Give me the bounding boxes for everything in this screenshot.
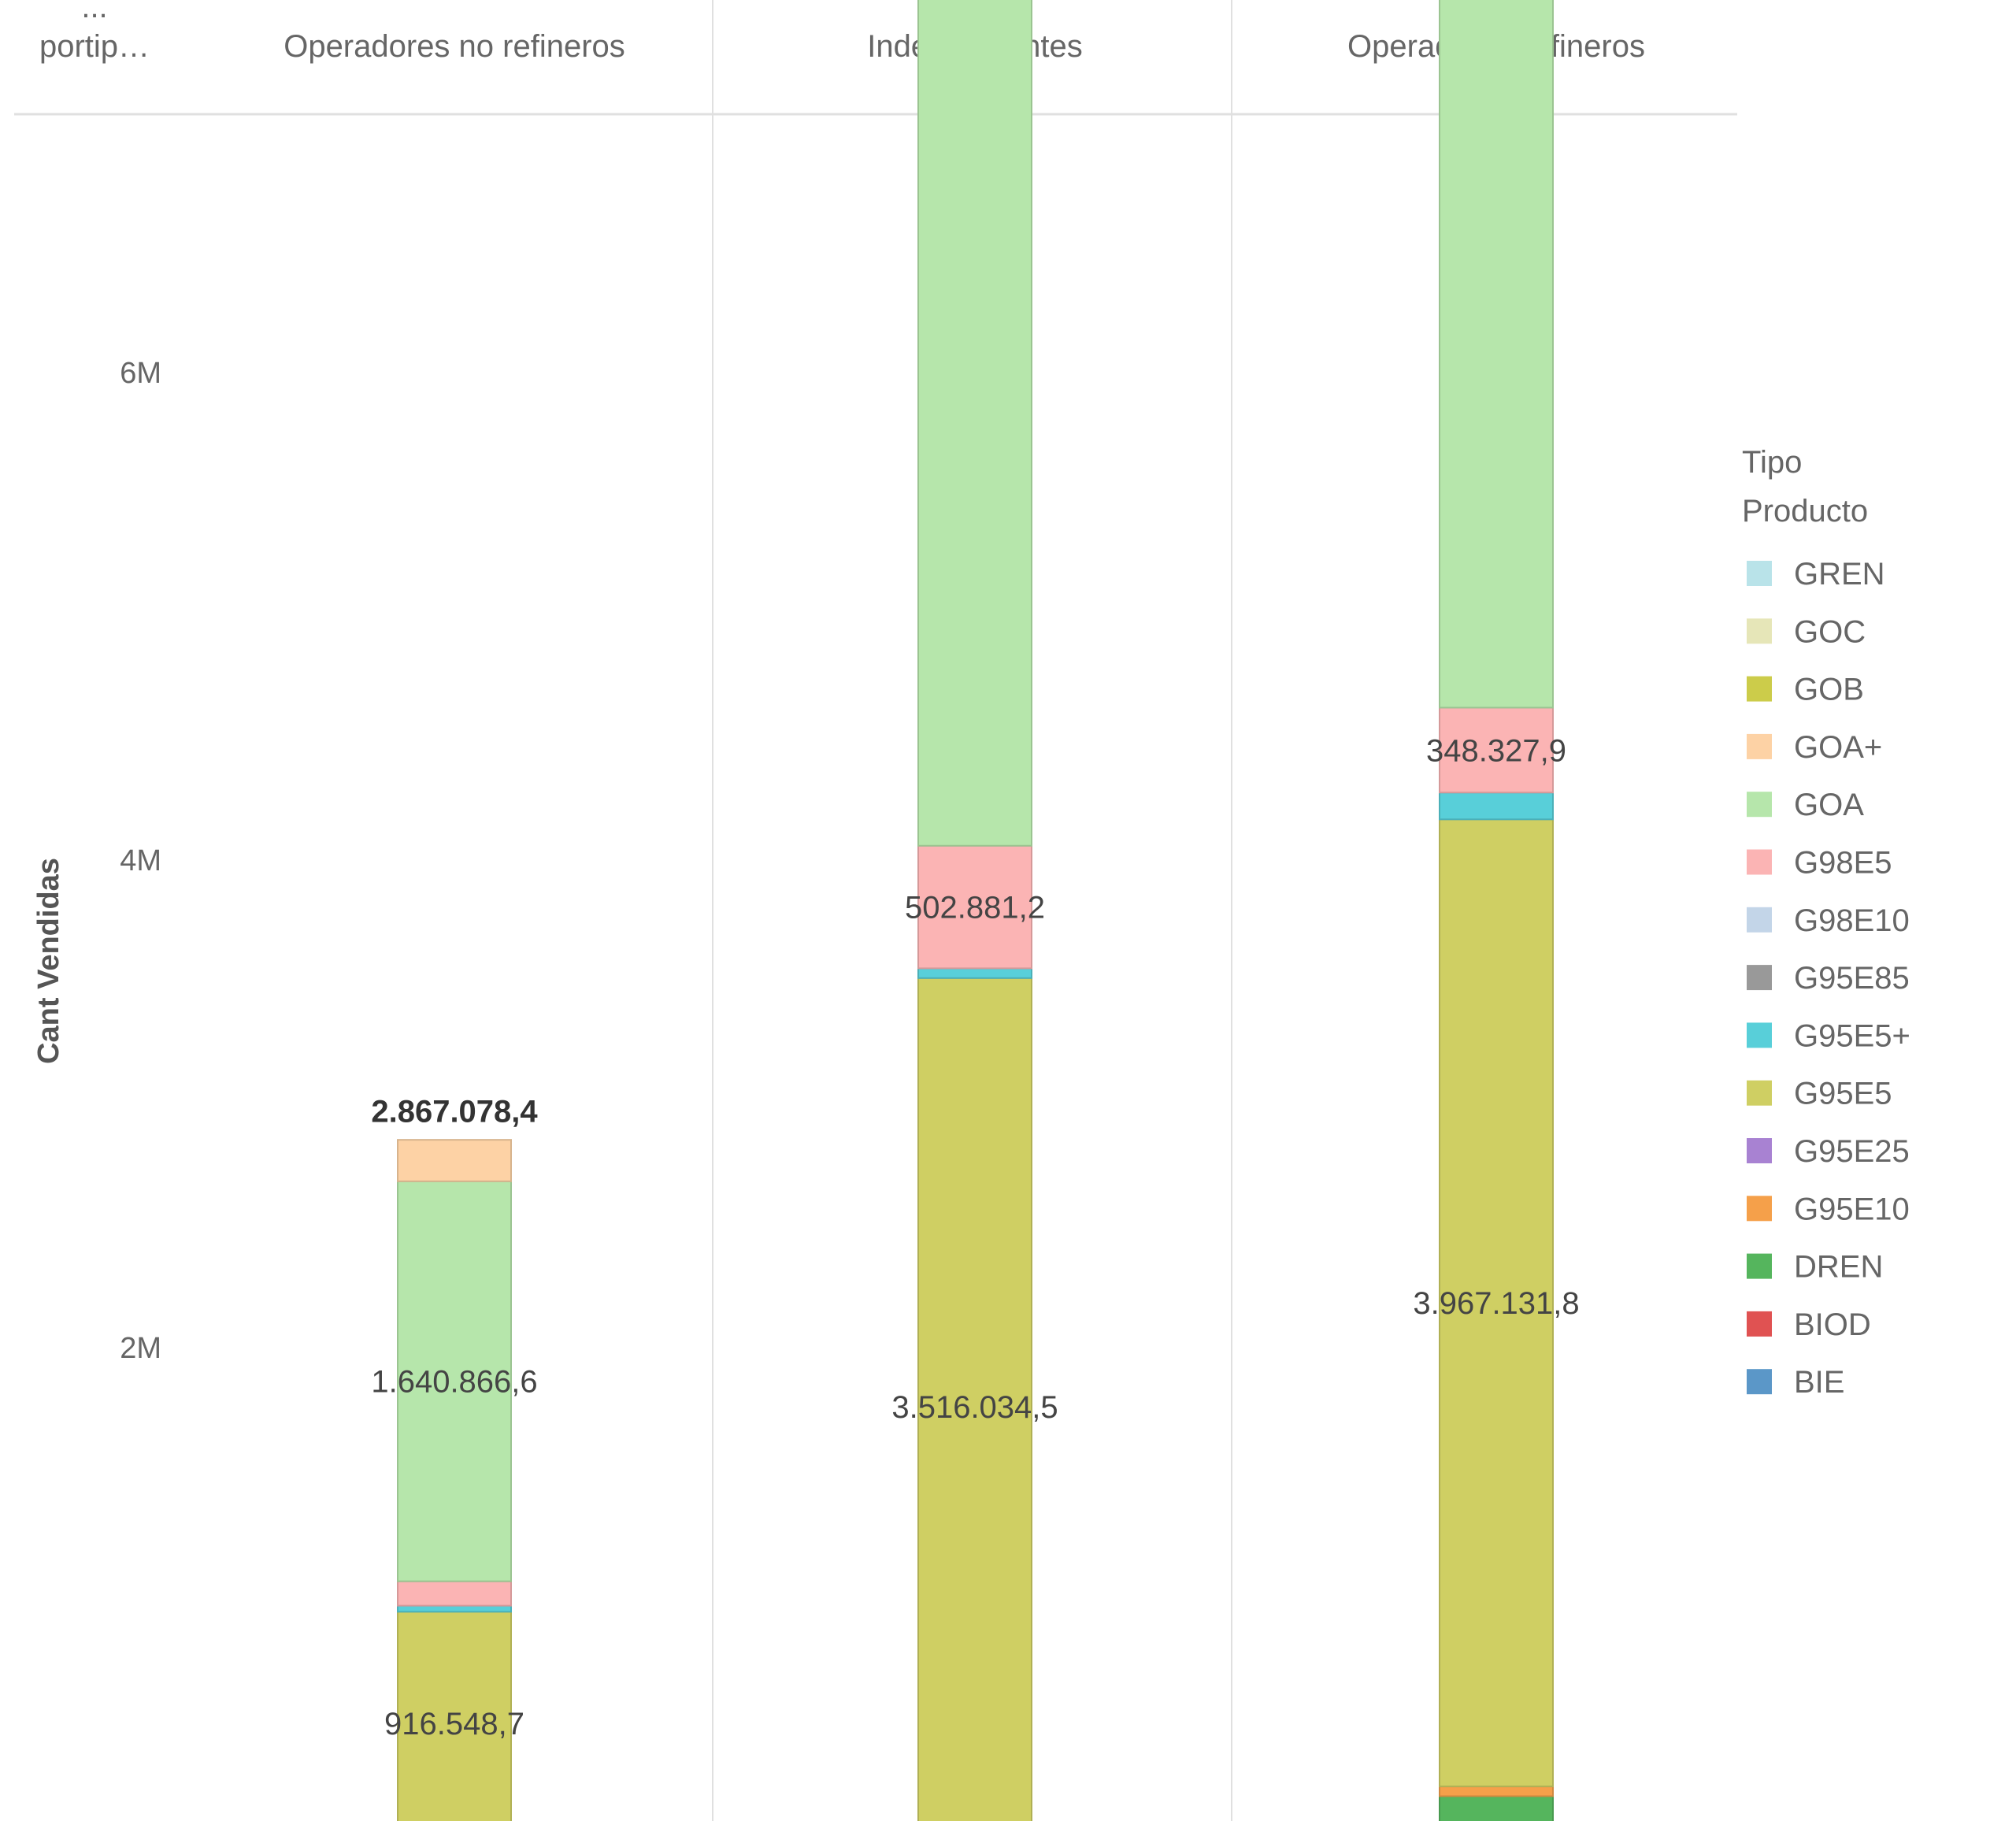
legend-swatch	[1747, 561, 1772, 586]
legend-title-line-2: Producto	[1742, 494, 1868, 528]
legend-label: DREN	[1794, 1250, 1883, 1285]
bar-segment-g95e5-plus[interactable]	[397, 1604, 512, 1613]
legend-item-g95e85[interactable]: G95E85	[1747, 961, 1910, 996]
legend-label: G95E5	[1794, 1077, 1892, 1111]
legend-label: G95E25	[1794, 1134, 1910, 1169]
y-axis-ticks: 2M4M6M8M10M12M	[120, 357, 161, 1365]
legend-label: BIE	[1794, 1365, 1844, 1400]
legend-label: BIOD	[1794, 1307, 1871, 1342]
bar-segment-g98e5[interactable]	[397, 1580, 512, 1607]
bar-segment-g95e5-plus[interactable]	[917, 967, 1032, 979]
legend-swatch	[1747, 676, 1772, 702]
segment-value-label: 916.548,7	[384, 1707, 524, 1741]
segment-value-label: 502.881,2	[905, 891, 1045, 925]
y-axis-label: Cant Vendidas	[32, 858, 65, 1064]
segment-value-label: 3.516.034,5	[891, 1390, 1058, 1425]
row-field-ellipsis: ...	[81, 0, 107, 24]
y-tick-label: 6M	[120, 357, 161, 390]
legend-item-gob[interactable]: GOB	[1747, 673, 1864, 707]
legend-item-bie[interactable]: BIE	[1747, 1365, 1844, 1400]
bar-segment-dren[interactable]	[1439, 1795, 1554, 1821]
legend-label: G95E10	[1794, 1192, 1910, 1226]
column-header-row: ... portip… Operadores no refinerosIndep…	[39, 0, 1645, 64]
bar-segment-g95e10[interactable]	[1439, 1786, 1554, 1797]
legend-swatch	[1747, 1022, 1772, 1048]
legend-label: GOB	[1794, 673, 1864, 707]
legend-swatch	[1747, 1080, 1772, 1106]
legend-item-g95e25[interactable]: G95E25	[1747, 1134, 1910, 1169]
legend-label: G98E5	[1794, 846, 1892, 881]
category-header-0[interactable]: Operadores no refineros	[284, 29, 625, 64]
legend-item-goa[interactable]: GOA	[1747, 788, 1864, 822]
row-field-label[interactable]: portip…	[39, 29, 150, 64]
legend-label: GOA+	[1794, 730, 1882, 765]
legend-item-g95e5[interactable]: G95E5	[1747, 1077, 1892, 1111]
legend-label: G95E5+	[1794, 1018, 1910, 1053]
legend-item-goa-plus[interactable]: GOA+	[1747, 730, 1882, 765]
legend-item-g95e5-plus[interactable]: G95E5+	[1747, 1018, 1910, 1053]
y-tick-label: 2M	[120, 1332, 161, 1365]
labels-layer: 1.640.866,6916.548,7483.138,98.667.49350…	[371, 733, 1579, 1741]
bar-segment-goa[interactable]	[917, 0, 1032, 847]
segment-value-label: 3.967.131,8	[1413, 1286, 1579, 1321]
legend-item-goc[interactable]: GOC	[1747, 614, 1866, 649]
legend-label: GOC	[1794, 614, 1866, 649]
bar-segment-goa[interactable]	[1439, 0, 1554, 709]
legend-item-g95e10[interactable]: G95E10	[1747, 1192, 1910, 1226]
bar-total-label: 2.867.078,4	[371, 1095, 538, 1129]
legend-swatch	[1747, 792, 1772, 818]
legend-swatch	[1747, 618, 1772, 644]
bar-segment-g98e5[interactable]	[917, 844, 1032, 970]
legend-swatch	[1747, 849, 1772, 875]
legend-swatch	[1747, 1196, 1772, 1222]
legend-label: G98E10	[1794, 903, 1910, 938]
segment-value-label: 1.640.866,6	[371, 1365, 537, 1400]
legend-item-dren[interactable]: DREN	[1747, 1250, 1883, 1285]
legend-swatch	[1747, 1369, 1772, 1395]
legend-items: GREN GOC GOB GOA+ GOA G98E5 G98E10 G95E85 G95E5+…	[1747, 557, 1910, 1400]
y-tick-label: 4M	[120, 844, 161, 877]
legend-item-g98e5[interactable]: G98E5	[1747, 846, 1892, 881]
bar-segment-g95e5[interactable]	[397, 1611, 512, 1821]
legend-swatch	[1747, 907, 1772, 933]
legend-item-g98e10[interactable]: G98E10	[1747, 903, 1910, 938]
legend-label: GOA	[1794, 788, 1864, 822]
legend: Tipo Producto GREN GOC GOB GOA+ GOA G98E5 G98E…	[1742, 445, 1910, 1400]
legend-item-gren[interactable]: GREN	[1747, 557, 1885, 592]
segment-value-label: 348.327,9	[1426, 733, 1566, 768]
bar-segment-g95e5-plus[interactable]	[1439, 792, 1554, 821]
legend-swatch	[1747, 1253, 1772, 1279]
bars-layer	[397, 0, 1554, 1821]
legend-swatch	[1747, 965, 1772, 991]
legend-swatch	[1747, 1311, 1772, 1337]
legend-label: G95E85	[1794, 961, 1910, 996]
bar-segment-goa-plus[interactable]	[397, 1139, 512, 1182]
bar-segment-g95e5[interactable]	[917, 977, 1032, 1821]
bar-segment-g95e5[interactable]	[1439, 818, 1554, 1788]
legend-label: GREN	[1794, 557, 1885, 592]
legend-title-line-1: Tipo	[1742, 445, 1802, 480]
legend-swatch	[1747, 1138, 1772, 1163]
bar-segment-g98e5[interactable]	[1439, 707, 1554, 794]
legend-item-biod[interactable]: BIOD	[1747, 1307, 1871, 1342]
legend-swatch	[1747, 733, 1772, 759]
